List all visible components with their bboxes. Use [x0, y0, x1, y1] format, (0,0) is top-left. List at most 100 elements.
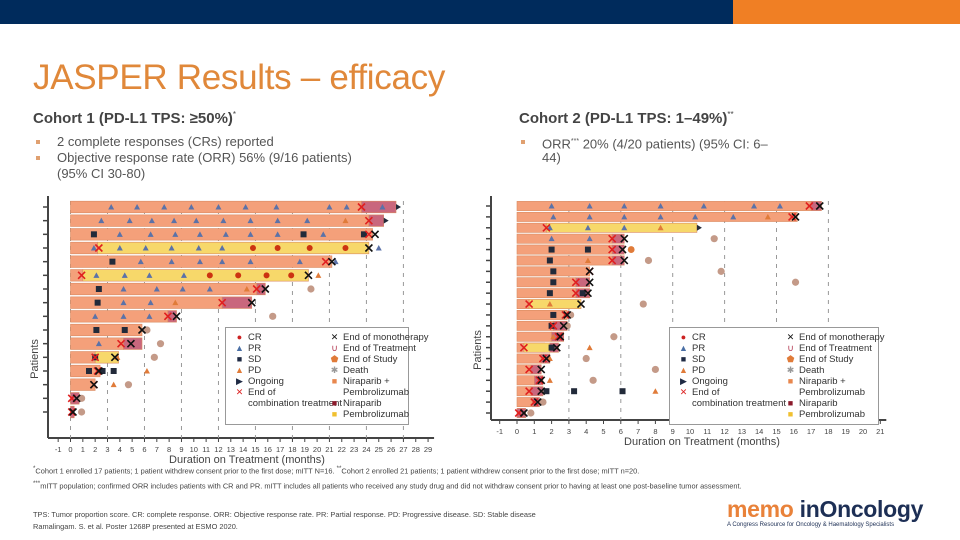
pr-marker	[379, 204, 386, 210]
x-tick-label: 3	[105, 445, 109, 454]
pr-marker	[343, 204, 350, 210]
pr-marker	[247, 217, 254, 224]
legend-item: ■ Niraparib +	[785, 376, 885, 387]
legend-label: Pembrolizumab	[799, 387, 865, 398]
death-marker	[639, 300, 647, 308]
end-monotherapy-marker	[94, 366, 103, 376]
legend-label: combination treatment	[248, 398, 342, 409]
x-tick-label: 8	[653, 427, 657, 436]
pd-marker	[546, 377, 553, 383]
cohort2-legend: ● CR ▲ PR ■ SD ▲ PD ▶ Ongoing ✕ End of combination t…	[669, 327, 885, 425]
x-tick-label: 15	[772, 427, 780, 436]
pr-marker	[247, 231, 254, 237]
x-tick-label: 17	[276, 445, 284, 454]
cr-marker	[274, 245, 281, 251]
bar-segment-pembro	[546, 222, 698, 233]
legend-item: ● CR	[678, 332, 786, 343]
legend-item: ■ Niraparib +	[329, 376, 429, 387]
pd-marker	[550, 333, 557, 340]
end-combination-marker	[252, 284, 261, 294]
x-tick-label: 4	[584, 427, 588, 436]
sd-marker	[548, 322, 555, 329]
bar-segment-combo	[516, 277, 577, 288]
pr-marker	[116, 231, 123, 237]
legend-symbol-icon: ✕	[235, 387, 244, 397]
pr-marker	[90, 245, 97, 251]
footnote-text: Cohort 1 enrolled 17 patients; 1 patient…	[35, 466, 337, 476]
legend-label: Niraparib +	[799, 376, 846, 387]
legend-symbol-icon: ⬟	[330, 354, 339, 364]
cr-marker	[288, 272, 295, 279]
end-monotherapy-marker	[583, 289, 592, 298]
legend-symbol-icon: ■	[787, 409, 794, 419]
pr-marker	[586, 235, 593, 242]
x-tick-label: 4	[118, 445, 122, 454]
pr-marker	[657, 203, 664, 209]
legend-symbol-icon: ■	[331, 398, 338, 408]
legend-label: Niraparib	[799, 398, 838, 409]
cohort1-bullet: 2 complete responses (CRs) reported	[33, 134, 433, 150]
legend-symbol-icon: ■	[787, 398, 794, 408]
legend-label: SD	[248, 354, 262, 365]
x-tick-label: 29	[424, 445, 432, 454]
end-combination-marker	[116, 339, 126, 348]
end-monotherapy-marker	[261, 284, 270, 294]
end-monotherapy-marker	[68, 407, 78, 417]
legend-label: End of Study	[343, 354, 398, 365]
pr-marker	[148, 217, 155, 224]
cr-marker	[235, 272, 242, 279]
bar-segment-combo	[516, 233, 613, 244]
x-tick-label: 1	[532, 427, 536, 436]
legend-item: Pembrolizumab	[785, 387, 885, 398]
legend-label: End of monotherapy	[343, 332, 429, 343]
x-tick-label: 9	[671, 427, 675, 436]
end-combination-marker	[525, 387, 534, 396]
cohort1-bullet-continuation: (95% CI 30-80)	[57, 166, 146, 181]
x-tick-label: 9	[179, 445, 183, 454]
pr-marker	[146, 272, 153, 278]
end-monotherapy-marker	[620, 256, 629, 265]
pr-marker	[171, 217, 178, 224]
sd-marker	[94, 299, 101, 306]
end-combination-marker	[519, 343, 528, 352]
legend-symbol-icon: ▶	[680, 376, 687, 386]
memo-inoncology-logo: memo inOncology A Congress Resource for …	[727, 497, 923, 528]
pr-marker	[621, 224, 628, 231]
sd-marker	[546, 290, 553, 297]
end-combination-marker	[542, 223, 551, 232]
legend-label: End of	[248, 387, 276, 398]
x-tick-label: 0	[68, 445, 72, 454]
bar-segment-niraparib	[611, 255, 625, 266]
end-monotherapy-marker	[304, 271, 313, 280]
legend-label: End of Treatment	[799, 343, 872, 354]
bar-segment-niraparib	[575, 277, 590, 288]
legend-column: ✕ End of monotherapy ∪ End of Treatment ⬟ End…	[785, 332, 885, 420]
x-tick-label: 26	[387, 445, 395, 454]
pr-marker	[147, 299, 154, 306]
end-monotherapy-marker	[542, 354, 551, 363]
end-monotherapy-marker	[364, 243, 373, 253]
x-tick-label: 8	[167, 445, 171, 454]
x-tick-label: 14	[755, 427, 763, 436]
bar-segment-niraparib	[611, 233, 625, 244]
pr-marker	[586, 203, 593, 209]
cohort2-bullets: ORR*** 20% (4/20 patients) (95% CI: 6–	[518, 134, 778, 152]
legend-item: ✱ Death	[785, 365, 885, 376]
legend-item: ▲ PD	[678, 365, 786, 376]
x-tick-label: 10	[190, 445, 198, 454]
sd-marker	[550, 268, 557, 275]
pr-marker	[172, 231, 179, 237]
end-monotherapy-marker	[563, 310, 572, 320]
legend-item: ▶ Ongoing	[678, 376, 786, 387]
sd-marker	[548, 344, 555, 351]
legend-label: PR	[692, 343, 706, 354]
x-tick-label: 3	[567, 427, 571, 436]
pd-marker	[110, 381, 117, 388]
end-combination-marker	[364, 230, 373, 239]
end-monotherapy-marker	[556, 332, 565, 341]
cr-marker	[342, 245, 349, 251]
bar-segment-combo	[516, 331, 552, 342]
legend-symbol-icon: ▲	[235, 365, 244, 375]
legend-symbol-icon: ∪	[331, 343, 338, 353]
pr-marker	[179, 286, 186, 292]
